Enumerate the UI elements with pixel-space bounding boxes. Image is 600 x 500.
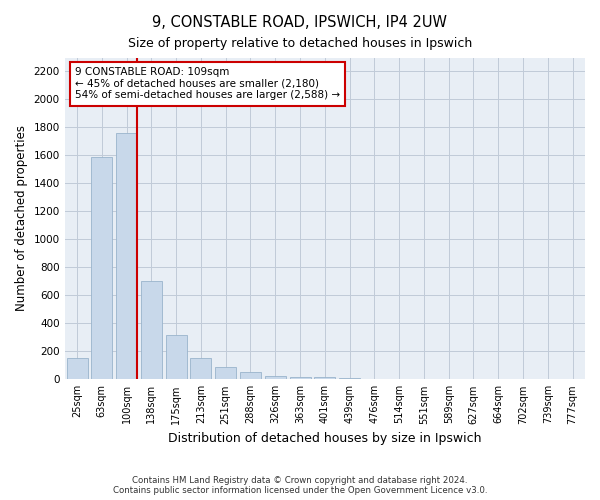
Text: Contains HM Land Registry data © Crown copyright and database right 2024.
Contai: Contains HM Land Registry data © Crown c…: [113, 476, 487, 495]
Bar: [91, 157, 112, 380]
Y-axis label: Number of detached properties: Number of detached properties: [15, 126, 28, 312]
Bar: [290, 376, 311, 380]
Bar: [166, 335, 187, 380]
Bar: [339, 378, 360, 380]
Bar: [314, 378, 335, 380]
Bar: [67, 358, 88, 380]
Bar: [116, 133, 137, 380]
Bar: [190, 358, 211, 380]
Bar: [215, 368, 236, 380]
Text: 9, CONSTABLE ROAD, IPSWICH, IP4 2UW: 9, CONSTABLE ROAD, IPSWICH, IP4 2UW: [152, 15, 448, 30]
Text: Size of property relative to detached houses in Ipswich: Size of property relative to detached ho…: [128, 38, 472, 51]
Bar: [240, 372, 261, 380]
Text: 9 CONSTABLE ROAD: 109sqm
← 45% of detached houses are smaller (2,180)
54% of sem: 9 CONSTABLE ROAD: 109sqm ← 45% of detach…: [75, 67, 340, 100]
Bar: [141, 282, 162, 380]
Bar: [265, 376, 286, 380]
X-axis label: Distribution of detached houses by size in Ipswich: Distribution of detached houses by size …: [168, 432, 482, 445]
